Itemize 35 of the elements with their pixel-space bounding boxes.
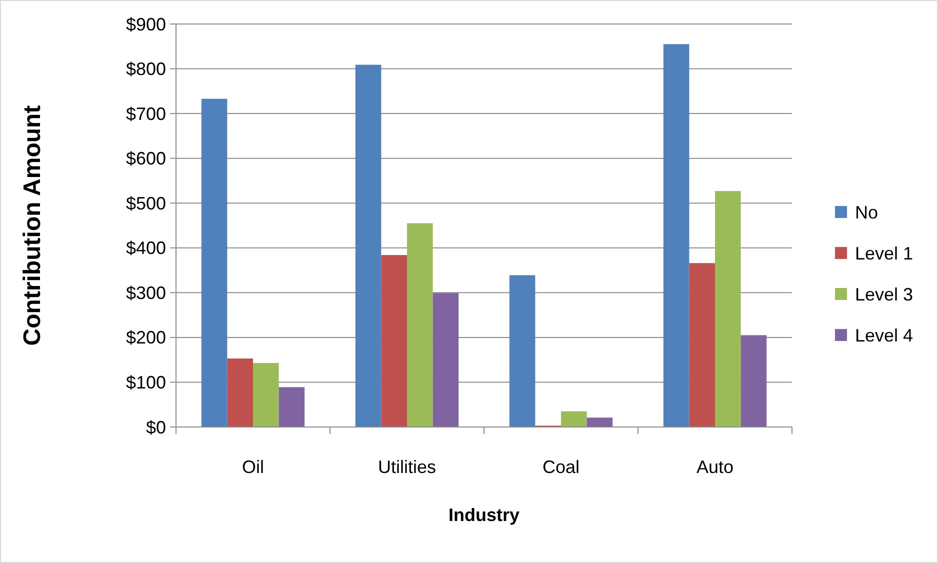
bar xyxy=(663,44,690,427)
bar xyxy=(740,335,767,427)
y-tick-label: $600 xyxy=(126,148,166,169)
y-tick-label: $500 xyxy=(126,193,166,214)
bar xyxy=(561,411,587,427)
y-tick-label: $800 xyxy=(126,59,166,80)
legend-label: Level 1 xyxy=(855,243,914,264)
legend-label: Level 4 xyxy=(855,325,914,346)
x-axis-title: Industry xyxy=(448,505,520,525)
bar xyxy=(509,275,536,427)
y-tick-label: $900 xyxy=(126,14,166,34)
y-tick-label: $400 xyxy=(126,238,166,258)
y-tick-label: $200 xyxy=(126,328,166,348)
legend-label: No xyxy=(855,202,878,222)
bar xyxy=(355,64,382,427)
bar xyxy=(227,358,253,427)
x-tick-label: Auto xyxy=(696,457,734,477)
legend-label: Level 3 xyxy=(855,284,914,304)
bar xyxy=(201,98,228,427)
bar xyxy=(689,263,715,427)
y-tick-label: $100 xyxy=(126,372,166,393)
y-tick-label: $700 xyxy=(126,104,166,124)
bar xyxy=(586,418,613,427)
bar xyxy=(407,223,433,427)
bar xyxy=(715,191,741,427)
bar xyxy=(381,255,407,427)
bar xyxy=(278,387,305,427)
y-tick-label: $300 xyxy=(126,282,166,303)
x-tick-label: Oil xyxy=(242,457,264,477)
bar xyxy=(253,362,279,427)
y-axis-title: Contribution Amount xyxy=(19,105,46,346)
x-tick-label: Utilities xyxy=(378,457,436,477)
x-tick-label: Coal xyxy=(542,457,580,477)
bar xyxy=(432,293,459,427)
y-tick-label: $0 xyxy=(146,417,166,438)
